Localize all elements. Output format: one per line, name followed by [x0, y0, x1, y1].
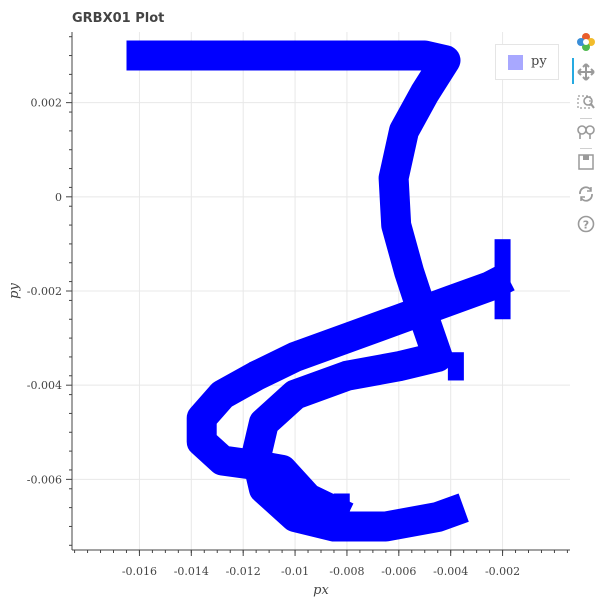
pan-icon[interactable] — [576, 62, 596, 82]
series-line-0 — [126, 40, 469, 542]
x-tick-label: -0.012 — [226, 565, 261, 578]
y-axis-label: py — [7, 283, 22, 299]
toolbar-divider — [580, 148, 592, 149]
series-end-cap — [447, 352, 464, 381]
x-tick-label: -0.004 — [433, 565, 468, 578]
y-tick-label: -0.004 — [27, 379, 62, 392]
series-end-cap — [494, 239, 511, 320]
x-axis-label: px — [313, 583, 329, 598]
bokeh-logo-icon[interactable] — [576, 32, 596, 52]
series-layer — [126, 40, 515, 542]
x-tick-label: -0.01 — [281, 565, 309, 578]
y-tick-label: 0 — [55, 191, 62, 204]
legend-swatch — [508, 55, 523, 70]
x-tick-label: -0.002 — [485, 565, 520, 578]
chart-title: GRBX01 Plot — [72, 11, 165, 26]
y-tick-label: 0.002 — [31, 97, 63, 110]
series-line-1 — [186, 263, 515, 531]
x-tick-label: -0.014 — [174, 565, 209, 578]
series-end-cap — [333, 493, 350, 522]
axes: -0.016 -0.014 -0.012 -0.01 -0.008 -0.006 -0.00… — [27, 32, 570, 578]
y-tick-label: -0.006 — [27, 473, 62, 486]
toolbar-divider — [580, 118, 592, 119]
help-icon[interactable]: ? — [576, 214, 596, 234]
y-tick-label: -0.002 — [27, 285, 62, 298]
svg-text:?: ? — [583, 219, 589, 232]
reset-icon[interactable] — [576, 184, 596, 204]
x-tick-label: -0.006 — [381, 565, 416, 578]
save-icon[interactable] — [576, 152, 596, 172]
wheel-zoom-icon[interactable] — [576, 122, 596, 142]
legend-label: py — [531, 54, 547, 69]
x-tick-label: -0.016 — [122, 565, 157, 578]
active-tool-indicator — [572, 58, 574, 84]
legend: py — [495, 44, 559, 80]
x-tick-label: -0.008 — [329, 565, 364, 578]
box-zoom-icon[interactable] — [576, 92, 596, 112]
